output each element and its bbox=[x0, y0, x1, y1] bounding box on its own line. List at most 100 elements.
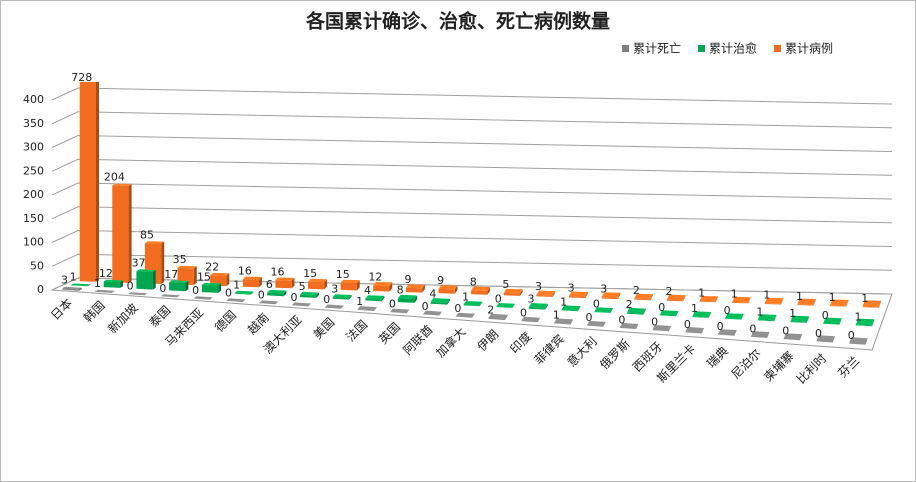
value-label: 22 bbox=[205, 260, 219, 273]
value-label: 3 bbox=[568, 281, 575, 294]
bar-side bbox=[349, 295, 352, 300]
bar bbox=[790, 315, 810, 323]
value-label: 0 bbox=[586, 311, 593, 324]
bar-side bbox=[813, 299, 816, 306]
bar bbox=[855, 318, 875, 327]
bar-top bbox=[797, 298, 816, 306]
bar-top bbox=[816, 335, 836, 343]
bar-front bbox=[340, 282, 357, 291]
bar bbox=[201, 282, 222, 293]
bar-front bbox=[601, 297, 618, 300]
bar-top bbox=[398, 294, 418, 300]
bar-top bbox=[488, 313, 508, 319]
bar-top bbox=[62, 286, 82, 290]
bar bbox=[71, 283, 91, 287]
bar bbox=[177, 265, 197, 285]
bar-top bbox=[732, 296, 751, 303]
bar-front bbox=[797, 304, 814, 306]
bar bbox=[398, 294, 418, 303]
bar bbox=[757, 314, 777, 322]
bar-side bbox=[447, 298, 450, 305]
bar-top bbox=[299, 291, 320, 296]
value-label: 1 bbox=[861, 292, 868, 305]
bar bbox=[291, 302, 311, 307]
value-label: 0 bbox=[724, 304, 731, 317]
bar-front bbox=[438, 288, 455, 294]
bar bbox=[862, 300, 882, 308]
bar-top bbox=[177, 265, 197, 269]
bar bbox=[95, 289, 115, 293]
bar bbox=[503, 288, 523, 296]
bar-side bbox=[218, 283, 222, 293]
bar-top bbox=[112, 183, 132, 186]
bar-top bbox=[136, 269, 156, 272]
bar bbox=[659, 310, 679, 317]
bar-side bbox=[120, 280, 123, 288]
bar bbox=[430, 298, 450, 305]
bar-side bbox=[283, 290, 287, 297]
bar-top bbox=[586, 320, 606, 327]
value-label: 0 bbox=[618, 313, 625, 326]
bar-side bbox=[226, 273, 230, 287]
bar bbox=[764, 297, 784, 305]
legend-label: 累计治愈 bbox=[709, 41, 757, 56]
bar-front bbox=[855, 324, 873, 327]
bar bbox=[619, 322, 639, 329]
bar bbox=[783, 333, 803, 341]
value-label: 0 bbox=[225, 286, 232, 299]
bar-front bbox=[71, 284, 88, 287]
bar-side bbox=[324, 279, 328, 290]
bar-front bbox=[463, 304, 480, 307]
value-label: 15 bbox=[197, 270, 211, 283]
chart-title: 各国累计确诊、治愈、死亡病例数量 bbox=[305, 10, 610, 33]
bar-side bbox=[570, 319, 573, 325]
bar-top bbox=[783, 333, 803, 341]
bar-side bbox=[715, 296, 719, 303]
bar-top bbox=[357, 306, 377, 311]
bar-front bbox=[103, 281, 121, 288]
bar-side bbox=[454, 285, 458, 294]
value-label: 15 bbox=[303, 267, 317, 280]
value-label: 0 bbox=[593, 298, 600, 311]
bar bbox=[463, 301, 483, 307]
value-label: 16 bbox=[238, 264, 252, 277]
bar-side bbox=[479, 301, 483, 307]
bar-front bbox=[666, 299, 684, 302]
bar bbox=[816, 335, 836, 343]
bar bbox=[829, 299, 849, 307]
value-label: 0 bbox=[495, 293, 502, 306]
bar bbox=[275, 277, 295, 289]
bar bbox=[308, 278, 328, 290]
bar-top bbox=[496, 303, 516, 308]
legend-swatch bbox=[698, 45, 706, 52]
bar bbox=[586, 320, 606, 327]
bar-top bbox=[275, 277, 295, 281]
bar bbox=[365, 295, 385, 302]
bar-top bbox=[718, 329, 737, 336]
value-label: 5 bbox=[502, 278, 509, 291]
bar-side bbox=[577, 306, 581, 312]
value-label: 1 bbox=[356, 295, 363, 308]
bar-top bbox=[160, 294, 180, 298]
bar-front bbox=[79, 82, 96, 282]
bar-side bbox=[545, 303, 548, 310]
bar-side bbox=[422, 284, 425, 293]
bar-front bbox=[201, 285, 219, 293]
bar bbox=[692, 311, 712, 318]
bar bbox=[299, 291, 320, 298]
value-label: 0 bbox=[454, 302, 461, 315]
value-label: 37 bbox=[132, 257, 146, 270]
value-label: 0 bbox=[815, 327, 822, 340]
value-label: 204 bbox=[104, 171, 125, 184]
value-label: 1 bbox=[691, 302, 698, 315]
bar-front bbox=[528, 307, 546, 310]
value-label: 1 bbox=[560, 295, 567, 308]
bar bbox=[601, 292, 621, 300]
value-label: 35 bbox=[173, 253, 187, 266]
bar bbox=[823, 317, 842, 325]
value-label: 0 bbox=[291, 291, 298, 304]
bar-top bbox=[757, 314, 777, 321]
y-tick-label: 300 bbox=[23, 141, 44, 154]
grid-line bbox=[51, 206, 893, 224]
